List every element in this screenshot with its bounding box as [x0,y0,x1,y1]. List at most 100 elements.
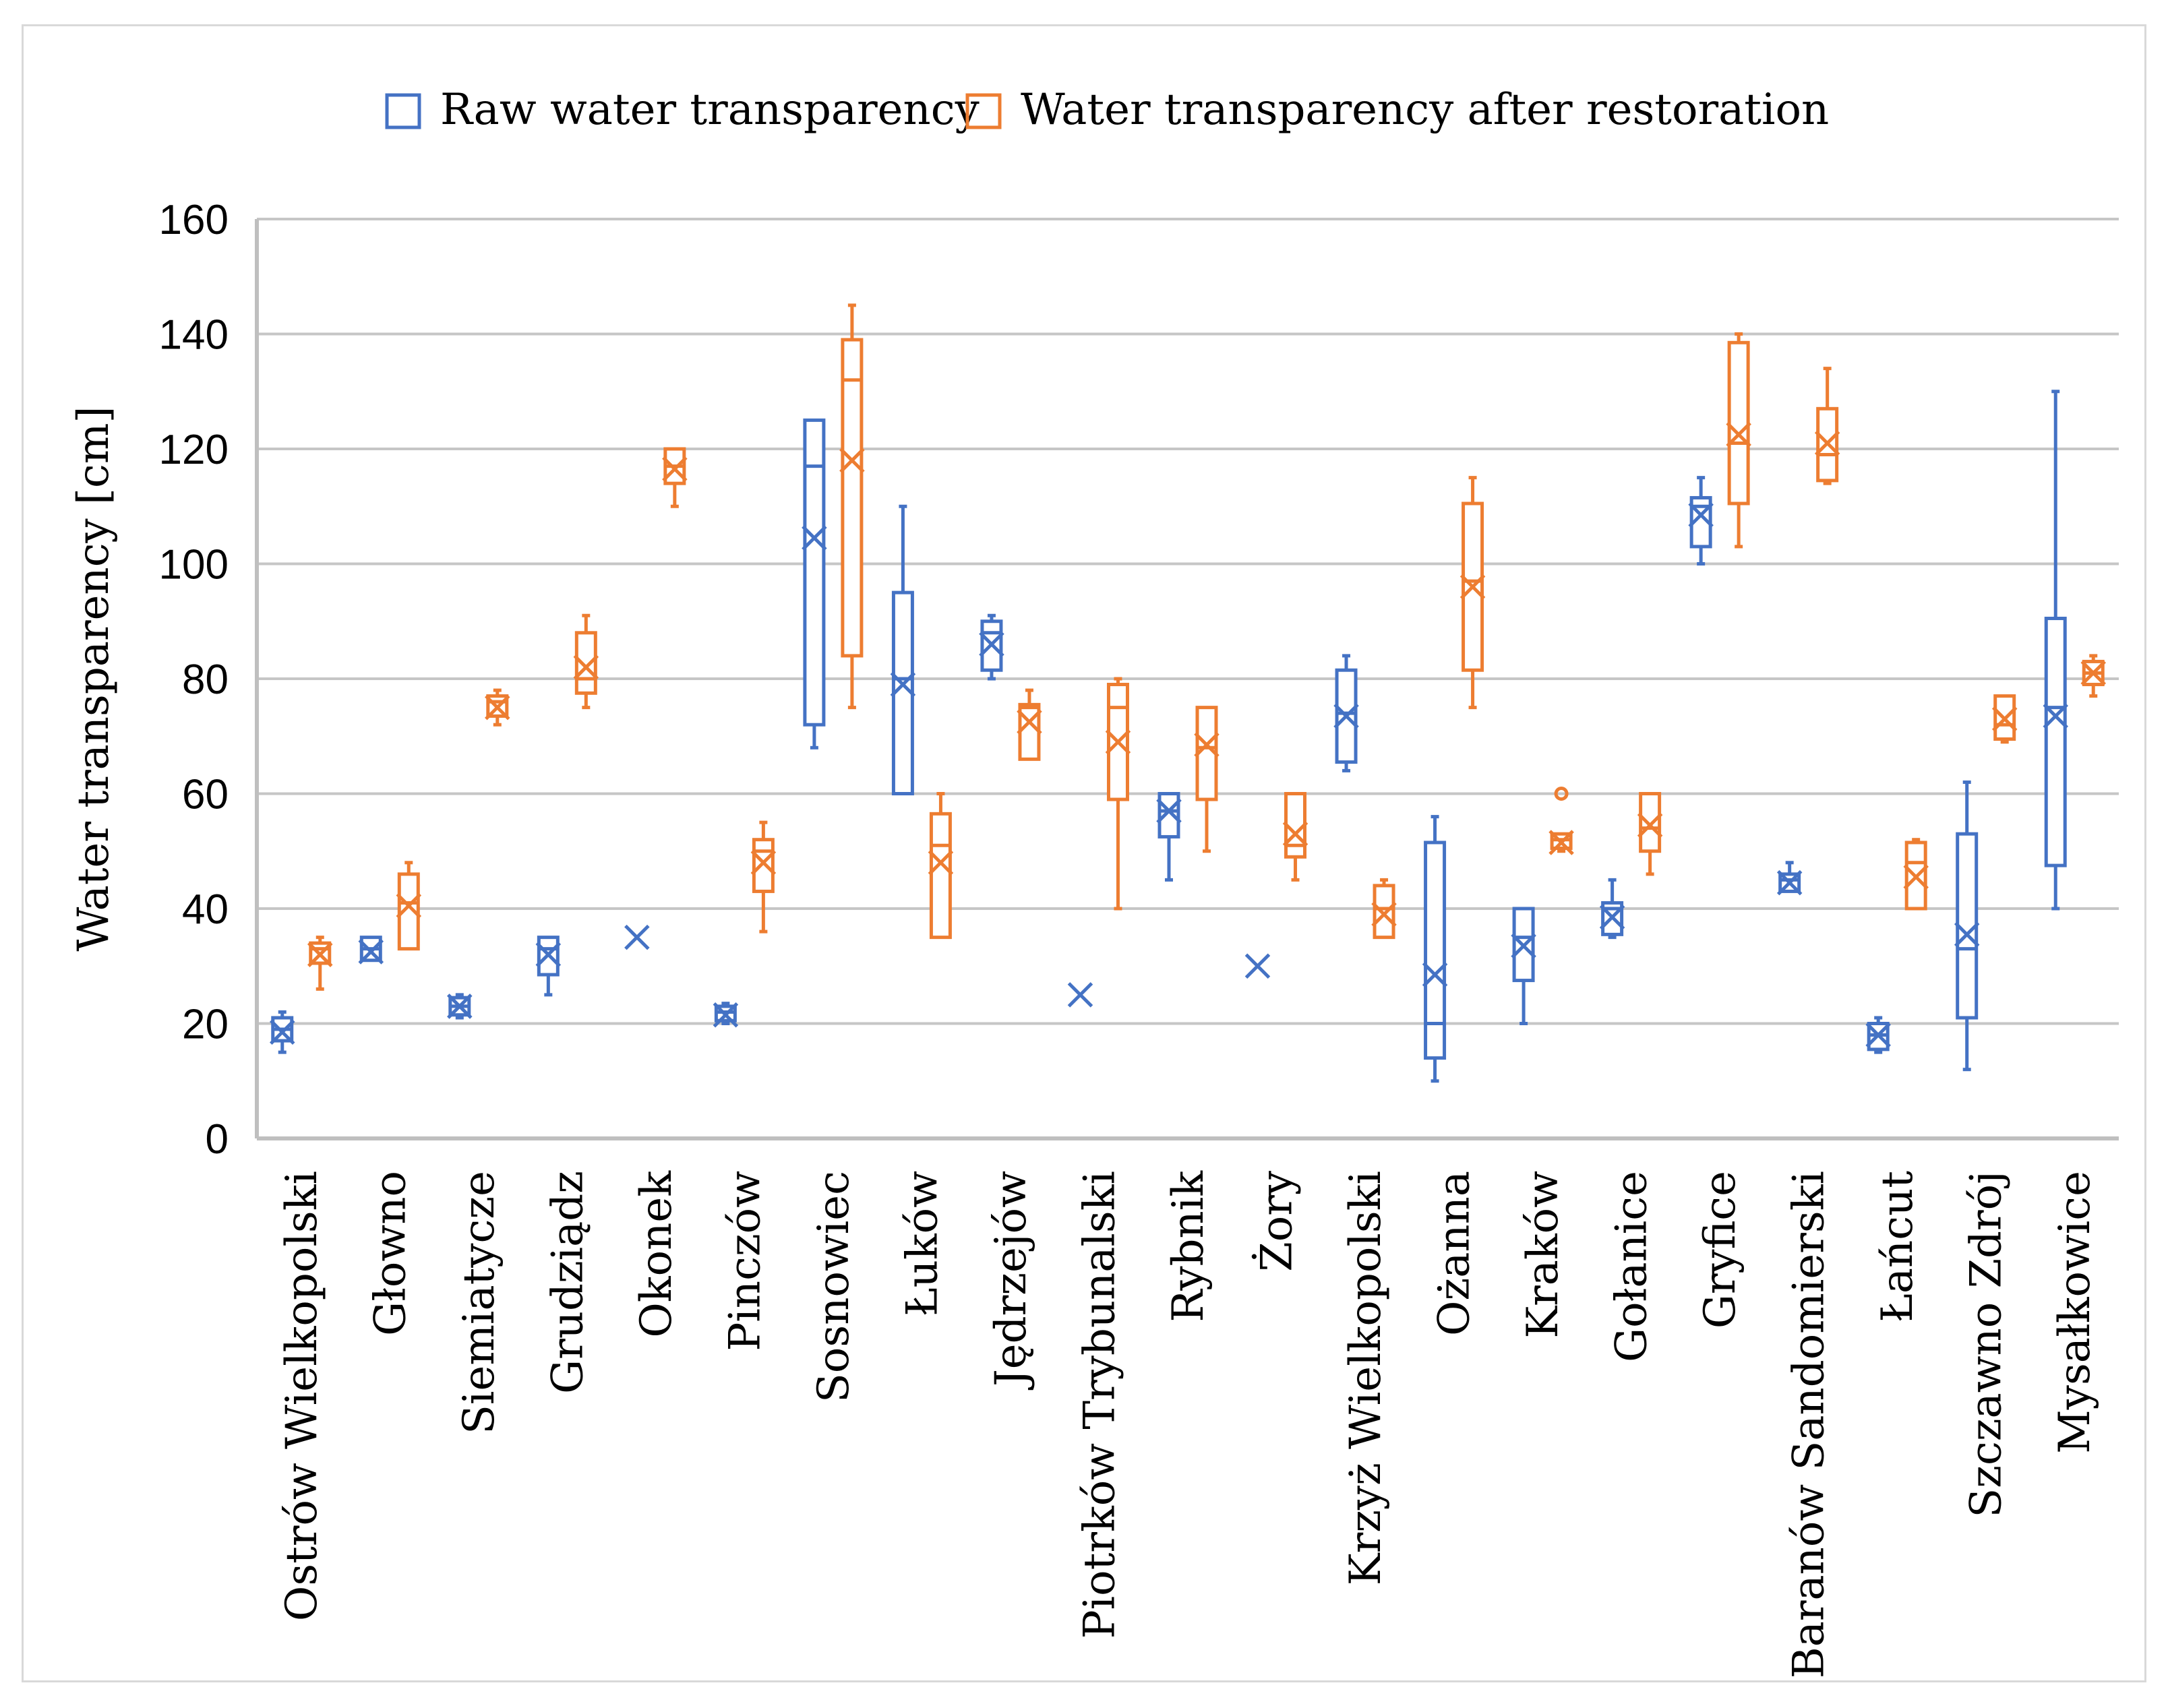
legend-swatch-restored [965,93,1002,129]
mean-marker [1903,864,1929,890]
box-iqr [1424,841,1447,1060]
box-iqr [1727,340,1750,506]
mean-marker [358,939,384,965]
mean-marker [573,654,599,680]
mean-marker [447,994,473,1019]
axes [255,219,2119,1140]
mean-marker [713,1002,739,1028]
x-category-label: Jędrzejów [986,1171,1036,1391]
legend: Raw water transparency Water transparenc… [385,85,1829,135]
box-0-4 [624,924,650,950]
x-axis-category-labels: Ostrów Wielkopolski Głowno Siemiatycze Grud… [277,1170,2100,1678]
box-1-6 [839,303,865,710]
y-axis-tick-labels: 0 20 40 60 80 100 120 140 160 [159,197,229,1163]
box-1-13 [1459,476,1486,710]
box-0-6 [802,418,827,750]
box-plot-chart: 0 20 40 60 80 100 120 140 160 Ostrów Wielkopolsk… [69,85,2119,1678]
y-tick-label: 0 [206,1116,229,1163]
mean-marker [1067,982,1093,1008]
box-iqr [929,812,952,940]
x-category-label: Piotrków Trybunalski [1075,1171,1124,1639]
mean-marker [839,448,865,473]
box-0-7 [890,504,916,795]
y-tick-label: 140 [159,312,229,359]
box-0-8 [979,613,1004,681]
mean-marker [890,671,916,698]
box-iqr [2044,616,2067,867]
mean-marker [1776,870,1803,896]
box-0-16 [1688,476,1714,566]
box-1-9 [1105,677,1131,911]
box-1-7 [928,792,954,940]
box-1-16 [1726,332,1751,549]
legend-label-raw: Raw water transparency [440,85,980,135]
box-0-14 [1511,907,1536,1025]
mean-marker [1991,706,2018,732]
mean-marker [1282,821,1308,847]
mean-marker [485,694,510,721]
box-0-11 [1244,953,1271,979]
box-1-0 [307,936,333,991]
mean-marker [1371,901,1397,927]
x-category-label: Sosnowiec [809,1171,859,1403]
y-tick-label: 100 [159,542,229,588]
box-0-9 [1067,982,1093,1008]
box-0-10 [1156,792,1182,882]
x-category-label: Głowno [365,1171,415,1336]
box-iqr [1106,683,1129,801]
y-tick-label: 60 [182,772,229,818]
mean-marker [662,456,688,482]
box-0-12 [1333,654,1359,772]
mean-marker [1688,502,1714,528]
mean-marker [1814,430,1840,456]
mean-marker [269,1019,295,1045]
x-category-label: Mysałkowice [2050,1171,2100,1454]
box-1-12 [1371,878,1397,940]
box-0-13 [1422,815,1448,1083]
box-1-11 [1282,792,1308,882]
legend-swatch-raw [385,93,421,129]
mean-marker [535,942,562,967]
mean-marker [1954,921,1980,948]
box-1-15 [1637,792,1663,876]
mean-marker [2080,660,2107,686]
mean-marker [1459,574,1486,600]
mean-marker [1156,798,1182,824]
x-category-label: Szczawno Zdrój [1962,1171,2012,1518]
gridlines [257,218,2119,1025]
x-category-label: Ostrów Wielkopolski [277,1171,327,1621]
mean-marker [1548,830,1574,855]
box-iqr [803,418,826,727]
box-0-20 [2043,390,2069,911]
mean-marker [979,632,1004,657]
box-0-19 [1954,780,1980,1072]
box-1-20 [2080,654,2107,698]
x-category-label: Siemiatycze [454,1171,504,1434]
chart-frame: 0 20 40 60 80 100 120 140 160 Ostrów Wielkopolsk… [22,24,2146,1682]
mean-marker [396,892,422,919]
box-iqr [1373,884,1395,940]
y-tick-label: 20 [182,1002,229,1048]
mean-marker [1333,703,1359,729]
box-0-15 [1599,878,1625,940]
box-series [269,303,2107,1083]
box-1-3 [573,613,599,710]
mean-marker [1511,933,1536,959]
box-0-1 [358,936,384,965]
mean-marker [1726,421,1751,448]
y-tick-label: 40 [182,886,229,933]
legend-label-restored: Water transparency after restoration [1021,85,1829,135]
x-category-label: Łańcut [1873,1171,1923,1322]
mean-marker [928,850,954,876]
x-category-label: Pinczów [720,1171,770,1351]
mean-marker [2043,703,2069,729]
mean-marker [1422,962,1448,987]
mean-marker [750,850,777,876]
box-0-3 [535,936,562,997]
box-0-0 [269,1010,295,1054]
box-iqr [1639,792,1662,853]
y-tick-label: 120 [159,427,229,473]
x-category-label: Żory [1252,1171,1302,1272]
box-1-1 [396,861,422,951]
box-iqr [1512,907,1535,983]
